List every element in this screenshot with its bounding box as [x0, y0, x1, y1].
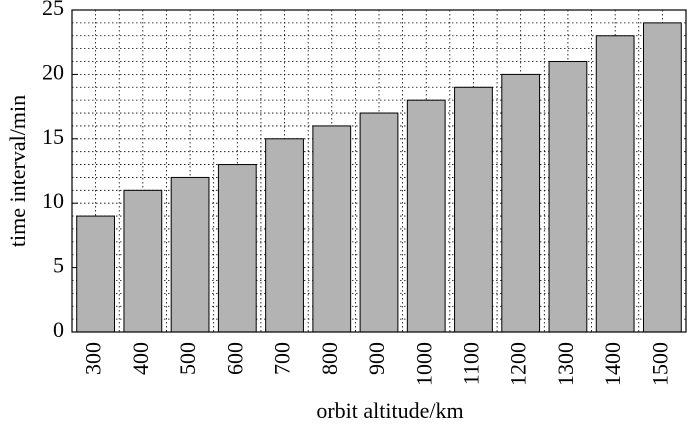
x-tick-label: 400 [128, 342, 153, 375]
x-tick-label: 1500 [647, 342, 672, 386]
y-tick-label: 15 [42, 124, 64, 149]
bar [454, 86, 493, 333]
bar [359, 112, 399, 333]
x-tick-label: 600 [222, 342, 247, 375]
x-tick-label: 900 [364, 342, 389, 375]
bar [406, 99, 446, 333]
bar [642, 22, 682, 333]
x-tick-label: 1300 [553, 342, 578, 386]
y-tick-label: 10 [42, 188, 64, 213]
y-tick-label: 20 [42, 59, 64, 84]
y-tick-label: 25 [42, 0, 64, 20]
x-axis-label: orbit altitude/km [316, 398, 463, 423]
x-tick-label: 300 [81, 342, 106, 375]
y-tick-label: 5 [53, 253, 64, 278]
y-tick-label: 0 [53, 317, 64, 342]
plot-frame [71, 9, 687, 333]
bar [548, 61, 588, 333]
bar [501, 73, 541, 333]
x-tick-label: 700 [270, 342, 295, 375]
x-tick-label: 1200 [506, 342, 531, 386]
x-tick-label: 1100 [459, 342, 484, 385]
bar [123, 189, 163, 333]
bar [217, 164, 257, 333]
bar [170, 176, 210, 333]
bar [312, 125, 352, 333]
x-tick-label: 1000 [411, 342, 436, 386]
bar [265, 138, 304, 333]
x-tick-label: 500 [175, 342, 200, 375]
x-tick-label: 1400 [600, 342, 625, 386]
y-axis-label: time interval/min [5, 95, 30, 247]
x-tick-label: 800 [317, 342, 342, 375]
bar [595, 35, 635, 333]
bar [76, 215, 116, 333]
